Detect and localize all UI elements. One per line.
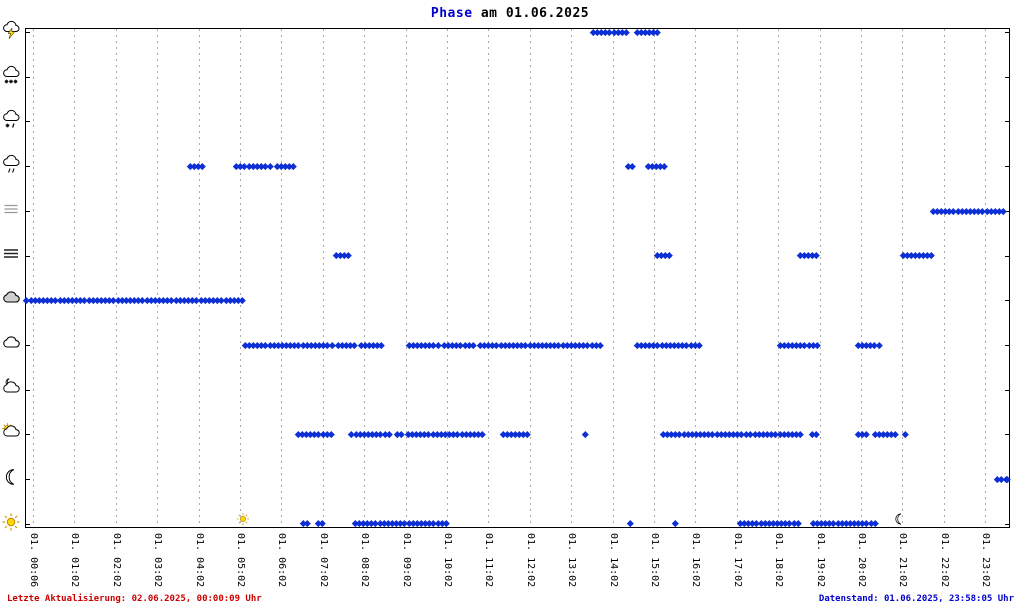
y-axis-tick — [1005, 344, 1010, 346]
night-cloud-icon — [1, 377, 23, 398]
gridline — [654, 29, 655, 527]
y-axis-tick — [1005, 210, 1010, 212]
x-tick-label: 01. 06:02 — [276, 533, 288, 588]
gridline — [447, 29, 448, 527]
x-tick-label: 01. 13:02 — [566, 533, 578, 588]
gridline — [322, 29, 324, 527]
x-tick-label: 01. 23:02 — [980, 533, 992, 588]
x-tick-label: 01. 08:02 — [359, 533, 371, 588]
x-tick-label: 01. 14:02 — [607, 533, 619, 588]
x-tick-label: 01. 12:02 — [524, 533, 536, 588]
x-tick-label: 01. 11:02 — [483, 533, 495, 588]
x-tick-label: 01. 03:02 — [152, 533, 164, 588]
y-axis-tick — [1005, 32, 1010, 33]
y-axis-tick — [25, 389, 30, 391]
y-axis-tick — [25, 434, 30, 436]
gridline — [364, 29, 366, 527]
y-axis-tick — [25, 166, 30, 168]
gridline — [695, 29, 697, 527]
x-tick-label: 01. 16:02 — [690, 533, 702, 588]
y-axis-tick — [1005, 523, 1010, 525]
gridline — [861, 29, 862, 527]
x-tick-label: 01. 19:02 — [814, 533, 826, 588]
y-axis-tick — [1005, 255, 1010, 257]
x-tick-label: 01. 10:02 — [442, 533, 453, 588]
gridline — [571, 29, 573, 527]
y-axis-tick — [1005, 76, 1010, 78]
gridline — [405, 29, 407, 527]
chart-title-word: Phase — [430, 6, 473, 21]
y-axis-tick — [25, 523, 30, 525]
x-tick-label: 01. 05:02 — [235, 533, 246, 588]
gridline — [74, 29, 76, 527]
gridline — [778, 29, 780, 527]
y-axis-tick — [25, 32, 30, 33]
sunrise-marker — [236, 512, 250, 526]
x-tick-label: 01. 01:02 — [69, 533, 81, 588]
y-axis-tick — [1005, 389, 1010, 391]
cloud-icon — [1, 333, 23, 353]
y-axis-tick — [25, 344, 30, 346]
gridline — [819, 29, 821, 527]
thunderstorm-icon — [1, 20, 23, 40]
y-axis-tick — [25, 121, 30, 123]
y-axis-tick — [1005, 434, 1010, 436]
mist-icon — [1, 199, 23, 219]
x-tick-label: 01. 17:02 — [731, 533, 743, 588]
x-tick-label: 01. 18:02 — [773, 533, 785, 588]
gridline — [612, 29, 614, 527]
fog-icon — [1, 244, 23, 264]
x-tick-label: 01. 02:02 — [110, 533, 122, 588]
moon-icon — [1, 467, 23, 487]
x-tick-label: 01. 04:02 — [193, 533, 205, 588]
gridline — [115, 29, 117, 527]
x-tick-label: 01. 21:02 — [897, 533, 909, 588]
gridline — [943, 29, 945, 527]
gridline — [985, 29, 987, 527]
gridline — [902, 29, 904, 527]
y-axis-tick — [1005, 166, 1010, 168]
x-tick-label: 01. 09:02 — [400, 533, 412, 588]
chart-title: Phase am 01.06.2025 — [0, 6, 1020, 21]
sleet-icon — [1, 109, 23, 129]
x-tick-label: 01. 15:02 — [649, 533, 660, 588]
sun-icon — [1, 512, 23, 532]
sun-cloud-icon — [1, 422, 23, 442]
gridline — [736, 29, 738, 527]
gridline — [529, 29, 531, 527]
plot-border — [25, 28, 1010, 528]
gridline — [240, 29, 241, 527]
x-tick-label: 01. 07:02 — [317, 533, 329, 588]
y-axis-tick — [1005, 300, 1010, 302]
data-state-text: Datenstand: 01.06.2025, 23:58:05 Uhr — [818, 594, 1014, 604]
y-axis-tick — [25, 210, 30, 212]
gridline — [281, 29, 283, 527]
x-tick-label: 01. 20:02 — [856, 533, 867, 588]
overcast-icon — [1, 288, 23, 308]
moonset-marker — [892, 512, 906, 526]
y-axis-tick — [1005, 121, 1010, 123]
gridline — [33, 29, 34, 527]
chart-title-date: am 01.06.2025 — [472, 6, 590, 21]
gridline — [488, 29, 490, 527]
y-axis-tick — [25, 479, 30, 480]
x-tick-label: 01. 00:06 — [28, 533, 39, 588]
rain-icon — [1, 154, 23, 174]
gridline — [157, 29, 159, 527]
y-axis-tick — [25, 255, 30, 257]
snow-icon — [1, 65, 23, 85]
y-axis-tick — [25, 76, 30, 78]
gridline — [198, 29, 200, 527]
last-update-text: Letzte Aktualisierung: 02.06.2025, 00:00… — [7, 594, 262, 604]
x-tick-label: 01. 22:02 — [938, 533, 950, 588]
